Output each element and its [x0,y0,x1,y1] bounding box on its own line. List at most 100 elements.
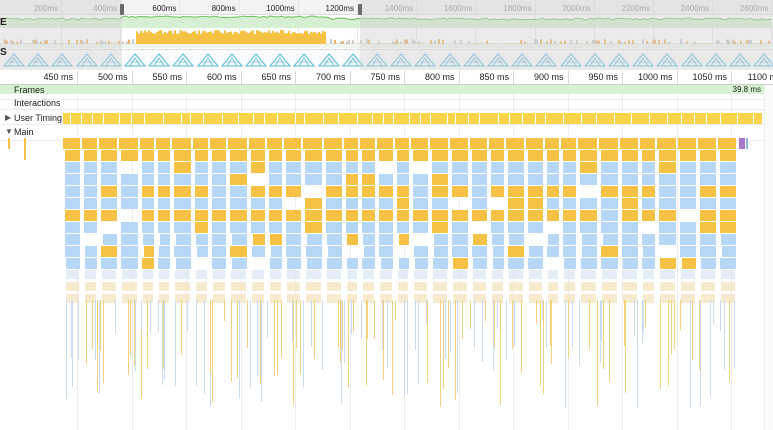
layout-block[interactable] [101,258,118,269]
layout-block[interactable] [601,210,619,221]
layout-block[interactable] [720,258,737,269]
purple-task-block[interactable] [739,138,746,149]
script-block[interactable] [347,234,359,245]
function-call-block[interactable] [528,150,544,161]
layout-block[interactable] [508,222,525,233]
task-block[interactable] [172,138,192,149]
script-block[interactable] [326,186,343,197]
task-block[interactable] [63,138,81,149]
layout-block[interactable] [563,198,577,209]
layout-block[interactable] [271,246,283,257]
screenshot-thumbnail[interactable] [631,52,656,68]
layout-block[interactable] [326,198,343,209]
layout-block[interactable] [362,198,376,209]
screenshot-thumbnail[interactable] [607,52,631,68]
screenshot-thumbnail[interactable] [703,52,728,68]
screenshot-thumbnail[interactable] [752,52,773,68]
script-block[interactable] [432,174,449,185]
function-call-block[interactable] [251,150,266,161]
script-block[interactable] [269,186,283,197]
layout-block[interactable] [622,162,639,173]
script-block[interactable] [142,186,155,197]
script-block[interactable] [452,210,469,221]
layout-block[interactable] [720,162,737,173]
user-timing-mark[interactable] [71,113,82,124]
user-timing-mark[interactable] [536,113,546,124]
selection-handle-left[interactable] [120,4,124,15]
screenshot-thumbnail[interactable] [219,52,244,68]
task-block[interactable] [99,138,118,149]
layout-block[interactable] [287,258,302,269]
layout-block[interactable] [432,198,449,209]
layout-block[interactable] [381,258,394,269]
layout-block[interactable] [720,174,737,185]
task-block[interactable] [678,138,697,149]
user-timing-track[interactable]: ▶ User Timing [0,110,773,125]
layout-block[interactable] [158,162,171,173]
layout-block[interactable] [493,246,505,257]
function-call-block[interactable] [452,150,469,161]
layout-block[interactable] [491,222,505,233]
script-block[interactable] [397,198,410,209]
layout-block[interactable] [142,198,155,209]
layout-block[interactable] [158,198,171,209]
user-timing-mark[interactable] [410,113,421,124]
script-block[interactable] [251,210,266,221]
layout-block[interactable] [452,162,469,173]
script-block[interactable] [269,210,283,221]
script-block[interactable] [622,186,639,197]
script-block[interactable] [563,186,577,197]
screenshot-thumbnail[interactable] [171,52,196,68]
layout-block[interactable] [84,198,98,209]
script-block[interactable] [720,186,737,197]
layout-block[interactable] [491,174,505,185]
script-block[interactable] [270,234,283,245]
layout-block[interactable] [121,186,139,197]
script-block[interactable] [212,210,227,221]
layout-block[interactable] [700,162,717,173]
user-timing-mark[interactable] [296,113,305,124]
layout-block[interactable] [327,258,343,269]
layout-block[interactable] [347,258,359,269]
script-block[interactable] [195,222,209,233]
task-block[interactable] [395,138,410,149]
user-timing-mark[interactable] [650,113,668,124]
layout-block[interactable] [142,174,155,185]
script-block[interactable] [491,210,505,221]
layout-block[interactable] [84,174,98,185]
user-timing-mark[interactable] [695,113,707,124]
task-block[interactable] [489,138,505,149]
layout-block[interactable] [680,234,697,245]
task-block[interactable] [284,138,302,149]
script-block[interactable] [580,162,598,173]
screenshot-thumbnail[interactable] [292,52,317,68]
layout-block[interactable] [601,162,619,173]
task-block[interactable] [193,138,209,149]
task-block[interactable] [82,138,98,149]
layout-block[interactable] [326,162,343,173]
layout-block[interactable] [346,162,359,173]
layout-block[interactable] [547,198,560,209]
layout-block[interactable] [492,234,505,245]
function-call-block[interactable] [326,150,343,161]
function-call-block[interactable] [659,150,677,161]
script-block[interactable] [101,186,118,197]
script-block[interactable] [362,186,376,197]
function-call-block[interactable] [547,150,560,161]
layout-block[interactable] [103,234,118,245]
user-timing-mark[interactable] [104,113,120,124]
layout-block[interactable] [432,162,449,173]
function-call-block[interactable] [65,150,81,161]
user-timing-mark[interactable] [373,113,384,124]
layout-block[interactable] [65,198,81,209]
layout-block[interactable] [143,234,155,245]
layout-block[interactable] [251,198,266,209]
layout-block[interactable] [379,246,394,257]
layout-block[interactable] [286,162,302,173]
flame-chart[interactable]: Interactions ▶ User Timing ▼ Main [0,85,773,430]
screenshot-thumbnail[interactable] [195,52,220,68]
function-call-block[interactable] [212,150,227,161]
layout-block[interactable] [65,186,81,197]
screenshot-thumbnail[interactable] [26,52,51,68]
screenshot-thumbnail[interactable] [582,52,607,68]
